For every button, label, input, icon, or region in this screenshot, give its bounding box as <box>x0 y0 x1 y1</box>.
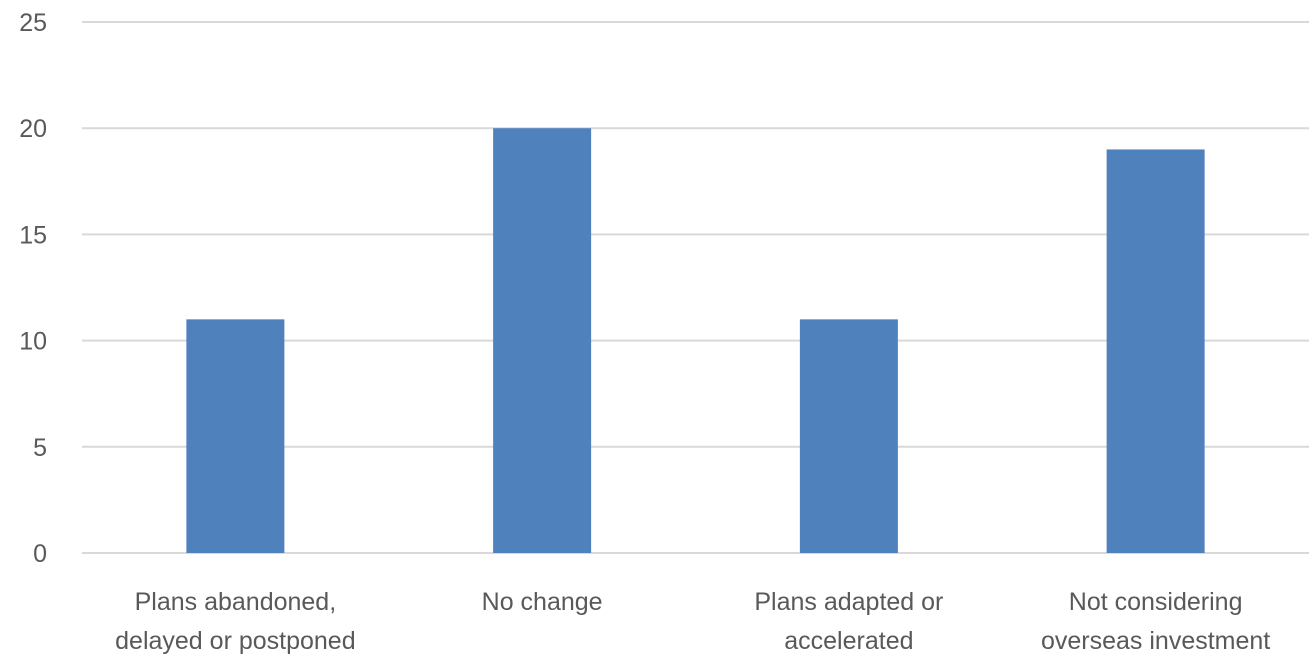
category-label-2-line-1: accelerated <box>784 627 913 655</box>
bar-3 <box>1106 149 1205 553</box>
category-label-1-line-0: No change <box>482 588 603 616</box>
category-label-0-line-0: Plans abandoned, <box>135 588 337 616</box>
y-axis-tick-labels: 0 5 10 15 20 25 <box>19 9 47 568</box>
y-tick-label-5: 25 <box>19 9 47 37</box>
category-label-0: Plans abandoned, delayed or postponed <box>115 588 355 655</box>
y-tick-label-1: 5 <box>33 434 47 462</box>
bar-0 <box>186 319 285 553</box>
gridlines <box>82 21 1309 554</box>
category-label-2-line-0: Plans adapted or <box>754 588 943 616</box>
category-label-3: Not considering overseas investment <box>1041 588 1270 655</box>
bars <box>186 128 1205 553</box>
x-axis-category-labels: Plans abandoned, delayed or postponed No c… <box>115 588 1270 655</box>
category-label-1: No change <box>482 588 603 616</box>
bar-2 <box>799 319 898 553</box>
y-tick-label-4: 20 <box>19 115 47 143</box>
bar-1 <box>493 128 592 553</box>
category-label-3-line-0: Not considering <box>1069 588 1243 616</box>
y-tick-label-2: 10 <box>19 328 47 356</box>
y-tick-label-0: 0 <box>33 540 47 568</box>
category-label-2: Plans adapted or accelerated <box>754 588 943 655</box>
category-label-0-line-1: delayed or postponed <box>115 627 355 655</box>
y-tick-label-3: 15 <box>19 221 47 249</box>
category-label-3-line-1: overseas investment <box>1041 627 1270 655</box>
